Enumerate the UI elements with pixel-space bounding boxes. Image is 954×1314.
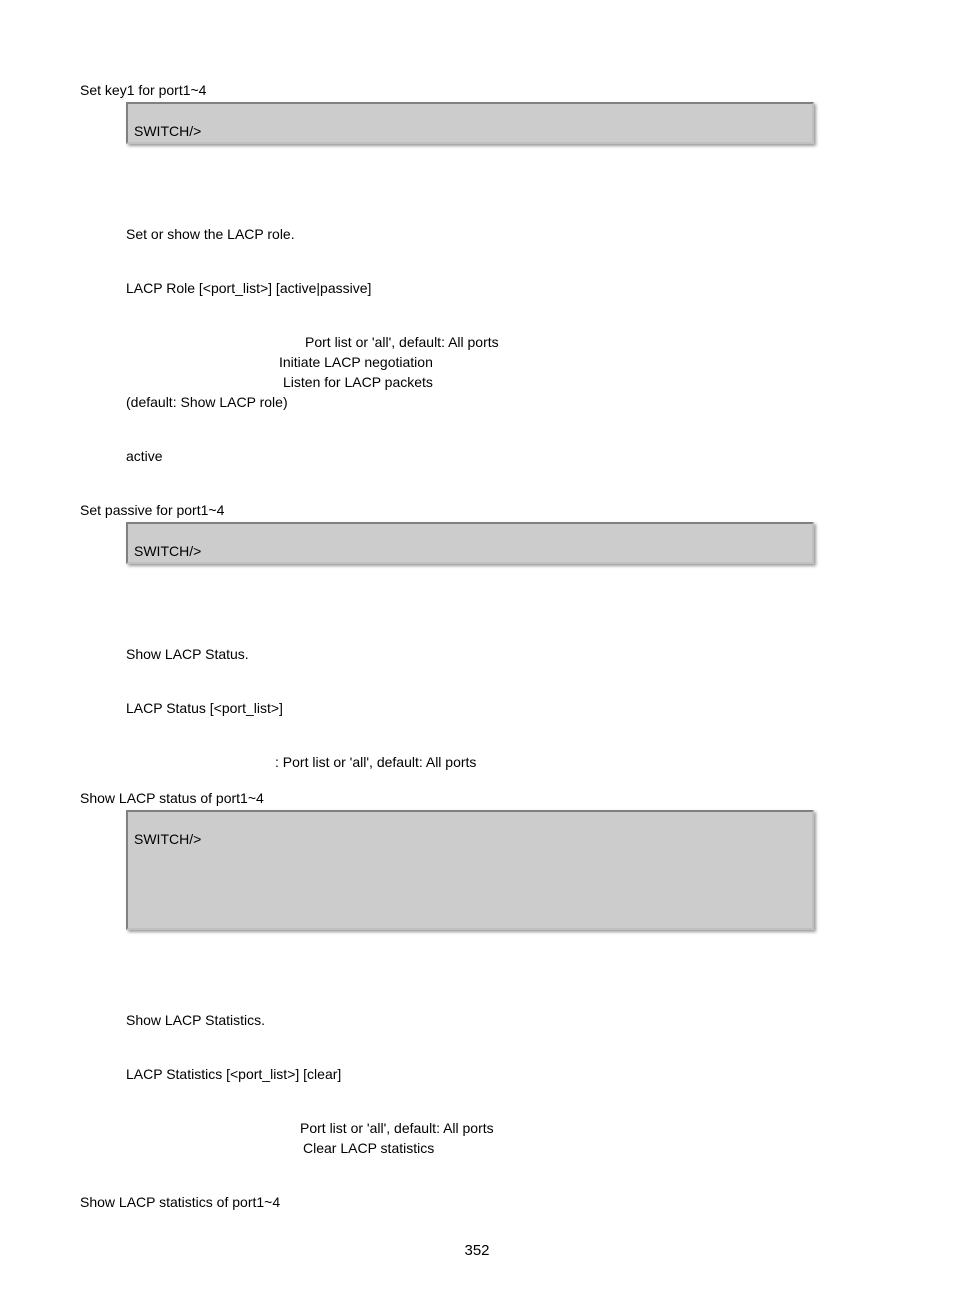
example-lead-status: Show LACP status of port1~4 bbox=[80, 788, 874, 808]
role-param-portlist: Port list or 'all', default: All ports bbox=[80, 332, 874, 352]
example-lead-role: Set passive for port1~4 bbox=[80, 500, 874, 520]
command-box-role: SWITCH/> bbox=[126, 522, 814, 564]
role-param-active: Initiate LACP negotiation bbox=[80, 352, 874, 372]
stats-description: Show LACP Statistics. bbox=[80, 1010, 874, 1030]
role-default: active bbox=[80, 446, 874, 466]
command-text: SWITCH/> bbox=[134, 543, 201, 559]
command-text: SWITCH/> bbox=[134, 123, 201, 139]
command-box-status: SWITCH/> bbox=[126, 810, 814, 930]
command-box-key: SWITCH/> bbox=[126, 102, 814, 144]
status-param-portlist: : Port list or 'all', default: All ports bbox=[80, 752, 874, 772]
stats-param-portlist: Port list or 'all', default: All ports bbox=[80, 1118, 874, 1138]
status-syntax: LACP Status [<port_list>] bbox=[80, 698, 874, 718]
example-lead-stats: Show LACP statistics of port1~4 bbox=[80, 1192, 874, 1212]
page-number: 352 bbox=[80, 1242, 874, 1259]
role-param-passive: Listen for LACP packets bbox=[80, 372, 874, 392]
document-page: Set key1 for port1~4 SWITCH/> Set or sho… bbox=[0, 0, 954, 1314]
role-syntax: LACP Role [<port_list>] [active|passive] bbox=[80, 278, 874, 298]
example-lead-key: Set key1 for port1~4 bbox=[80, 80, 874, 100]
status-description: Show LACP Status. bbox=[80, 644, 874, 664]
stats-param-clear: Clear LACP statistics bbox=[80, 1138, 874, 1158]
role-description: Set or show the LACP role. bbox=[80, 224, 874, 244]
command-text: SWITCH/> bbox=[134, 831, 201, 847]
role-param-default-note: (default: Show LACP role) bbox=[80, 392, 874, 412]
stats-syntax: LACP Statistics [<port_list>] [clear] bbox=[80, 1064, 874, 1084]
